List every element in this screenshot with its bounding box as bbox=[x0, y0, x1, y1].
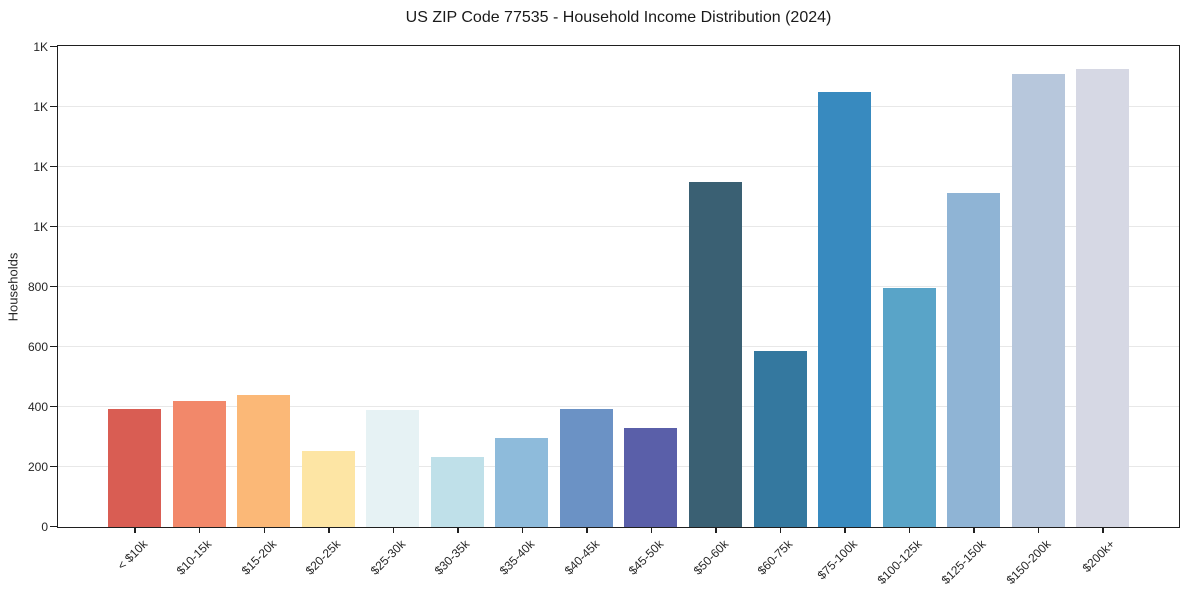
x-tick-mark bbox=[908, 527, 911, 533]
x-tick-mark bbox=[973, 527, 975, 533]
x-tick-label: < $10k bbox=[114, 537, 151, 573]
plot-area bbox=[57, 45, 1180, 528]
y-tick-label: 0 bbox=[41, 519, 48, 534]
x-tick-label: $125-150k bbox=[938, 537, 989, 588]
gridline bbox=[58, 346, 1179, 347]
x-tick-label: $35-40k bbox=[496, 537, 538, 578]
x-tick-label: $40-45k bbox=[561, 537, 602, 578]
x-tick-mark bbox=[1037, 527, 1040, 533]
x-tick-label: $30-35k bbox=[432, 537, 473, 578]
x-tick-mark bbox=[392, 527, 395, 533]
y-tick-label: 1K bbox=[33, 39, 48, 54]
x-tick-label: $100-125k bbox=[874, 537, 925, 588]
y-tick-label: 1K bbox=[33, 219, 48, 234]
x-tick-label: $150-200k bbox=[1003, 537, 1054, 588]
gridline bbox=[58, 286, 1179, 287]
bar bbox=[495, 437, 549, 527]
x-tick-mark bbox=[586, 527, 588, 533]
bar bbox=[237, 394, 291, 527]
y-tick-mark bbox=[50, 285, 57, 288]
gridline bbox=[58, 226, 1179, 227]
x-tick-label: $10-15k bbox=[174, 537, 215, 578]
x-tick-label: $15-20k bbox=[238, 537, 280, 578]
y-tick-mark bbox=[50, 345, 57, 348]
y-tick-label: 800 bbox=[27, 279, 48, 294]
y-tick-label: 1K bbox=[33, 159, 48, 174]
bar bbox=[559, 409, 613, 527]
y-tick-label: 1K bbox=[33, 99, 48, 114]
bar bbox=[947, 192, 1001, 527]
x-tick-mark bbox=[1102, 527, 1104, 533]
bar bbox=[430, 456, 484, 527]
y-tick-label: 600 bbox=[27, 339, 48, 354]
x-tick-label: $25-30k bbox=[367, 537, 409, 578]
bar bbox=[1076, 68, 1130, 527]
y-tick-mark bbox=[50, 105, 57, 108]
chart-title: US ZIP Code 77535 - Household Income Dis… bbox=[405, 9, 832, 26]
x-tick-mark bbox=[650, 527, 653, 533]
bar bbox=[108, 409, 162, 527]
y-tick-mark bbox=[50, 165, 57, 168]
bar bbox=[818, 92, 872, 527]
x-tick-label: $50-60k bbox=[690, 537, 731, 578]
bar bbox=[301, 450, 355, 527]
y-tick-mark bbox=[50, 465, 57, 468]
x-tick-label: $60-75k bbox=[754, 537, 796, 578]
y-tick-label: 400 bbox=[27, 399, 48, 414]
y-tick-mark bbox=[50, 225, 57, 228]
x-tick-mark bbox=[715, 527, 717, 533]
x-tick-mark bbox=[263, 527, 265, 533]
x-tick-mark bbox=[779, 527, 782, 533]
x-tick-label: $75-100k bbox=[814, 537, 860, 583]
x-tick-mark bbox=[457, 527, 459, 533]
y-tick-mark bbox=[50, 525, 57, 528]
x-tick-mark bbox=[198, 527, 201, 533]
x-tick-label: $200k+ bbox=[1080, 537, 1119, 575]
x-tick-mark bbox=[134, 527, 136, 533]
x-tick-mark bbox=[328, 527, 330, 533]
gridline bbox=[58, 106, 1179, 107]
x-tick-mark bbox=[844, 527, 846, 533]
bar bbox=[624, 428, 678, 527]
gridline bbox=[58, 466, 1179, 467]
bar bbox=[688, 182, 742, 527]
bar bbox=[882, 288, 936, 527]
x-tick-mark bbox=[521, 527, 524, 533]
y-tick-mark bbox=[50, 45, 57, 48]
bar bbox=[753, 350, 807, 527]
y-tick-label: 200 bbox=[27, 459, 48, 474]
bar bbox=[1011, 74, 1065, 527]
bar bbox=[172, 401, 226, 527]
x-tick-label: $20-25k bbox=[303, 537, 344, 578]
gridline bbox=[58, 406, 1179, 407]
x-tick-label: $45-50k bbox=[625, 537, 667, 578]
y-tick-mark bbox=[50, 405, 57, 408]
bar bbox=[366, 410, 420, 527]
gridline bbox=[58, 166, 1179, 167]
